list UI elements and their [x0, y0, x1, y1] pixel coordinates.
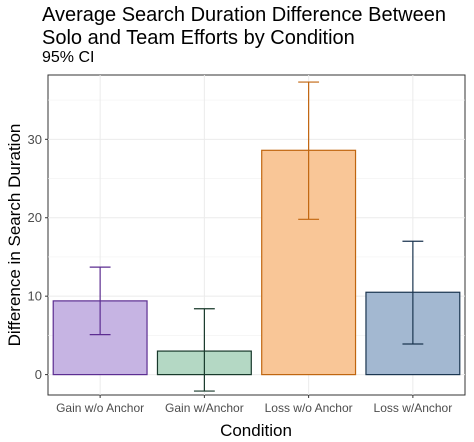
y-tick-label: 0	[35, 367, 42, 382]
x-tick-label: Gain w/o Anchor	[56, 401, 144, 415]
y-axis-ticks: 0 10 20 30	[28, 132, 48, 382]
y-tick-label: 20	[28, 210, 42, 225]
chart-title: Average Search Duration Difference Betwe…	[42, 4, 446, 49]
x-tick-label: Loss w/o Anchor	[265, 401, 353, 415]
y-tick-label: 10	[28, 289, 42, 304]
x-axis-title: Condition	[220, 421, 292, 440]
chart-subtitle: 95% CI	[42, 49, 95, 66]
x-axis-ticks: Gain w/o Anchor Gain w/Anchor Loss w/o Anc…	[56, 395, 452, 415]
bars	[52, 149, 461, 376]
y-tick-label: 30	[28, 132, 42, 147]
x-tick-label: Gain w/Anchor	[165, 401, 244, 415]
error-bars	[89, 81, 424, 392]
x-tick-label: Loss w/Anchor	[374, 401, 453, 415]
y-axis-title: Difference in Search Duration	[5, 124, 24, 347]
